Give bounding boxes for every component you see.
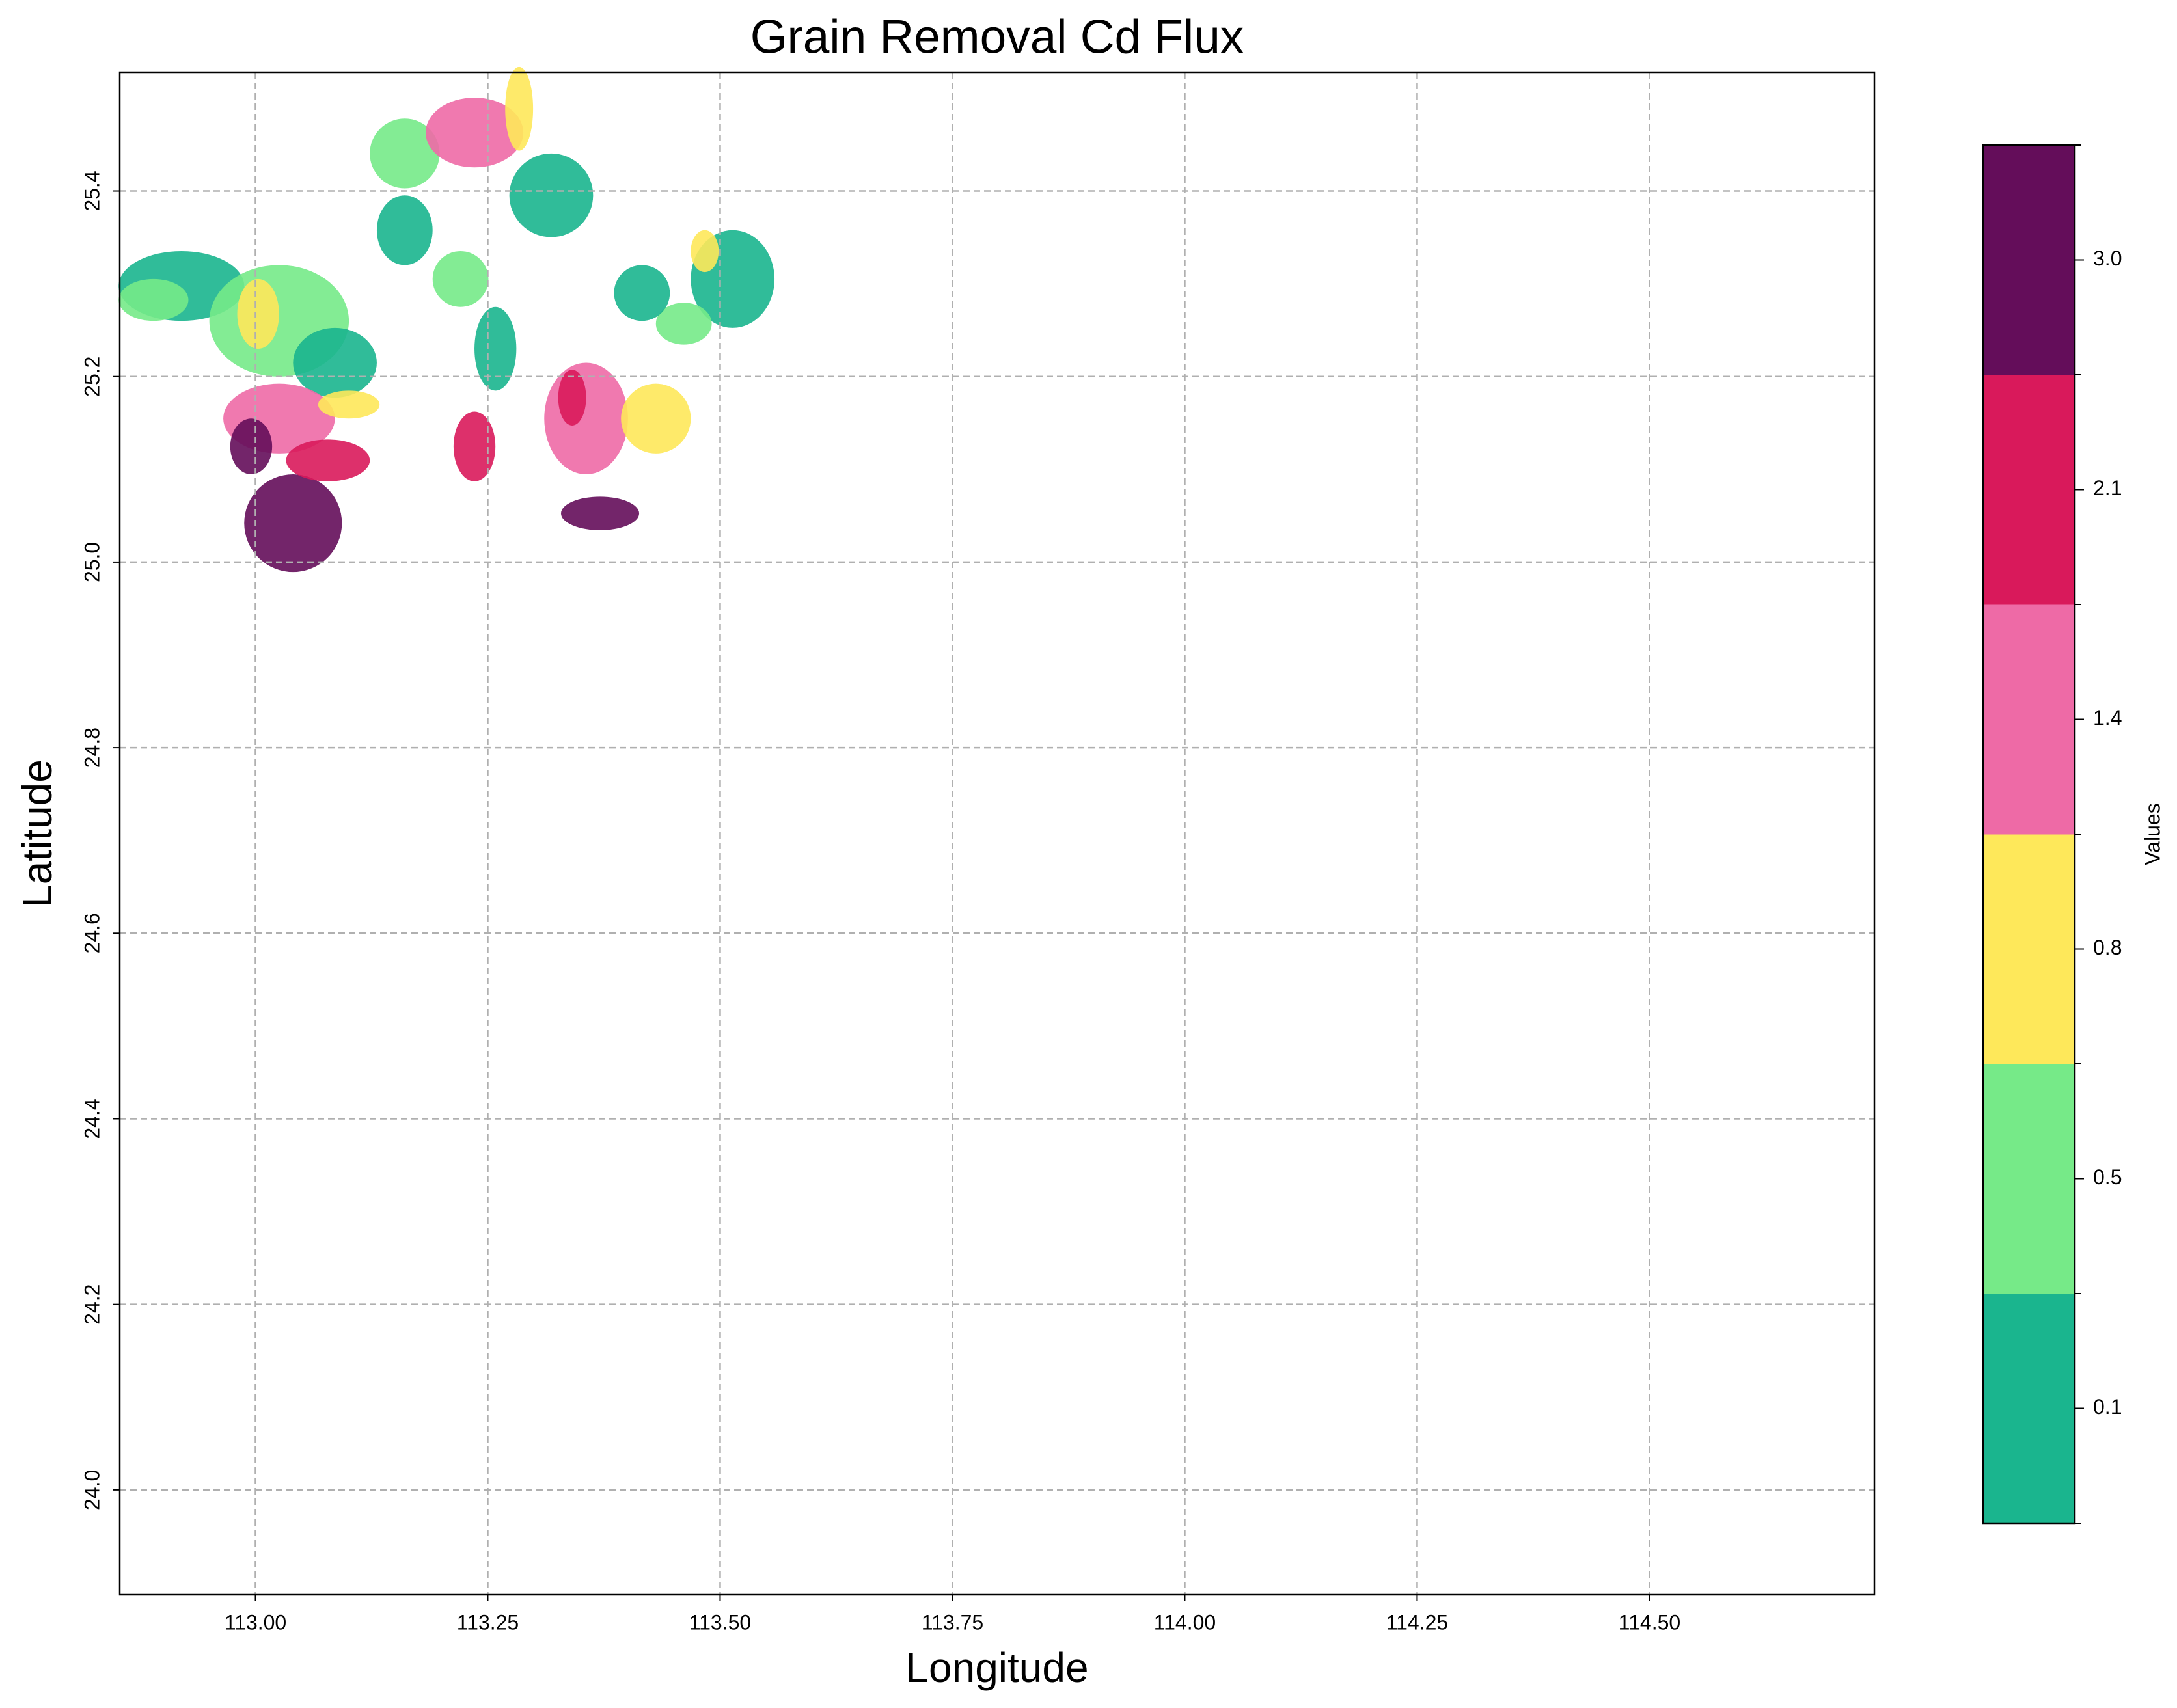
region-patch	[560, 496, 640, 530]
x-tick-label: 114.50	[1619, 1610, 1681, 1634]
y-tick-label: 24.2	[80, 1284, 103, 1325]
y-tick-label: 25.2	[80, 357, 103, 397]
x-tick-label: 114.25	[1386, 1610, 1449, 1634]
colorbar-tick-label: 0.1	[2093, 1395, 2122, 1418]
region-patch	[237, 278, 279, 349]
y-tick-label: 24.4	[80, 1098, 103, 1139]
colorbar-tick-label: 0.8	[2093, 936, 2122, 959]
region-patch	[244, 474, 342, 573]
y-tick-label: 24.0	[80, 1470, 103, 1510]
colorbar-bin	[1983, 1064, 2075, 1294]
region-patch	[509, 153, 594, 237]
colorbar-tick-label: 2.1	[2093, 476, 2122, 500]
colorbar-tick-label: 1.4	[2093, 706, 2122, 729]
colorbar-bin	[1983, 1294, 2075, 1524]
region-patch	[474, 306, 517, 391]
colorbar-bin	[1983, 834, 2075, 1064]
x-tick-label: 113.25	[457, 1610, 519, 1634]
x-tick-label: 113.75	[922, 1610, 984, 1634]
y-tick-label: 24.6	[80, 913, 103, 953]
colorbar-label: Values	[2141, 803, 2164, 865]
colorbar-tick-label: 3.0	[2093, 247, 2122, 270]
region-patch	[691, 230, 719, 273]
y-tick-label: 25.0	[80, 542, 103, 582]
colorbar-bin	[1983, 375, 2075, 605]
y-tick-label: 24.8	[80, 727, 103, 768]
colorbar-bin	[1983, 604, 2075, 835]
region-patch	[230, 418, 273, 475]
region-patch	[286, 439, 370, 481]
region-patch	[425, 98, 524, 168]
region-patch	[432, 251, 489, 307]
chart-title: Grain Removal Cd Flux	[750, 10, 1244, 63]
region-patch	[544, 362, 628, 475]
region-patch	[655, 303, 712, 345]
y-axis-label: Latitude	[14, 759, 61, 908]
region-patch	[505, 66, 534, 151]
colorbar-frame	[1982, 144, 2076, 1525]
region-patch	[318, 390, 380, 419]
region-patch	[376, 195, 433, 265]
region-patch	[621, 383, 691, 454]
region-patch	[558, 370, 586, 426]
y-tick-label: 25.4	[80, 170, 103, 211]
x-tick-label: 113.00	[225, 1610, 287, 1634]
colorbar-bin	[1983, 145, 2075, 375]
region-patch	[370, 118, 440, 189]
region-patch	[293, 327, 377, 398]
region-patch	[118, 278, 189, 321]
region-patch	[453, 411, 496, 481]
colorbar-tick-label: 0.5	[2093, 1165, 2122, 1189]
x-axis-label: Longitude	[905, 1644, 1088, 1691]
plot-frame	[118, 71, 1876, 1596]
x-tick-label: 113.50	[689, 1610, 752, 1634]
x-tick-label: 114.00	[1154, 1610, 1216, 1634]
region-patch	[614, 265, 670, 321]
